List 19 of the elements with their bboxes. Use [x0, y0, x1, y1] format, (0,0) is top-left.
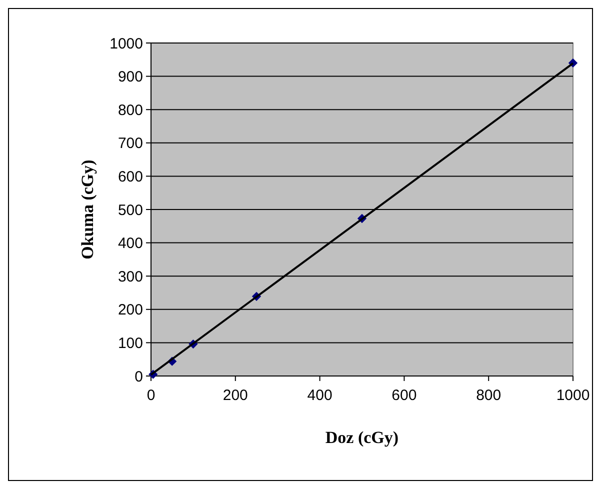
- x-tick-label: 0: [146, 387, 156, 404]
- y-axis-title: Okuma (cGy): [78, 160, 97, 260]
- x-axis-title: Doz (cGy): [325, 428, 399, 447]
- y-tick-label: 300: [118, 268, 143, 286]
- y-tick-label: 900: [118, 68, 143, 86]
- y-tick-label: 500: [118, 202, 143, 219]
- y-tick-label: 200: [118, 302, 143, 319]
- y-tick-label: 1000: [110, 35, 143, 52]
- x-tick-label: 800: [476, 387, 502, 404]
- x-tick-label: 200: [222, 387, 248, 404]
- y-tick-label: 600: [118, 168, 143, 186]
- x-tick-label: 600: [392, 387, 417, 404]
- y-tick-label: 0: [134, 368, 143, 386]
- x-tick-label: 1000: [556, 387, 590, 404]
- y-tick-label: 400: [118, 235, 143, 252]
- y-tick-label: 100: [118, 334, 143, 352]
- x-tick-label: 400: [307, 387, 332, 404]
- y-tick-label: 700: [118, 135, 143, 152]
- y-tick-label: 800: [118, 102, 143, 119]
